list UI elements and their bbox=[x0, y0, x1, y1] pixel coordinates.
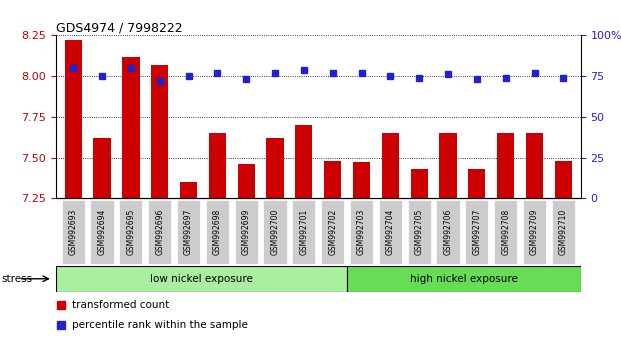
Text: stress: stress bbox=[1, 274, 32, 284]
Bar bbox=[295, 125, 312, 198]
Text: GSM992698: GSM992698 bbox=[213, 209, 222, 255]
Text: transformed count: transformed count bbox=[71, 300, 169, 310]
Text: GSM992697: GSM992697 bbox=[184, 209, 193, 255]
FancyBboxPatch shape bbox=[523, 200, 546, 264]
Text: GSM992703: GSM992703 bbox=[357, 209, 366, 255]
Bar bbox=[347, 266, 581, 292]
Text: low nickel exposure: low nickel exposure bbox=[150, 274, 253, 284]
Bar bbox=[180, 182, 197, 198]
FancyBboxPatch shape bbox=[177, 200, 200, 264]
Bar bbox=[324, 161, 342, 198]
Bar bbox=[468, 169, 486, 198]
Text: high nickel exposure: high nickel exposure bbox=[410, 274, 518, 284]
Text: GSM992706: GSM992706 bbox=[443, 209, 453, 255]
FancyBboxPatch shape bbox=[465, 200, 488, 264]
Text: GSM992709: GSM992709 bbox=[530, 209, 539, 255]
Bar bbox=[410, 169, 428, 198]
Bar bbox=[237, 164, 255, 198]
Bar bbox=[353, 162, 370, 198]
Bar bbox=[266, 138, 284, 198]
FancyBboxPatch shape bbox=[407, 200, 431, 264]
Bar bbox=[56, 266, 347, 292]
Text: GSM992699: GSM992699 bbox=[242, 209, 251, 255]
Text: GSM992705: GSM992705 bbox=[415, 209, 424, 255]
Bar bbox=[93, 138, 111, 198]
Text: GSM992707: GSM992707 bbox=[473, 209, 481, 255]
Bar bbox=[65, 40, 82, 198]
Text: GSM992700: GSM992700 bbox=[271, 209, 279, 255]
Text: GSM992710: GSM992710 bbox=[559, 209, 568, 255]
Bar bbox=[555, 161, 572, 198]
FancyBboxPatch shape bbox=[263, 200, 286, 264]
FancyBboxPatch shape bbox=[321, 200, 344, 264]
FancyBboxPatch shape bbox=[379, 200, 402, 264]
Text: GSM992702: GSM992702 bbox=[328, 209, 337, 255]
Bar bbox=[151, 65, 168, 198]
FancyBboxPatch shape bbox=[437, 200, 460, 264]
Bar bbox=[122, 57, 140, 198]
FancyBboxPatch shape bbox=[119, 200, 142, 264]
Text: percentile rank within the sample: percentile rank within the sample bbox=[71, 320, 248, 330]
Text: GSM992708: GSM992708 bbox=[501, 209, 510, 255]
FancyBboxPatch shape bbox=[350, 200, 373, 264]
Bar bbox=[209, 133, 226, 198]
Text: GDS4974 / 7998222: GDS4974 / 7998222 bbox=[56, 21, 183, 34]
Bar bbox=[497, 133, 514, 198]
FancyBboxPatch shape bbox=[148, 200, 171, 264]
FancyBboxPatch shape bbox=[61, 200, 84, 264]
Text: GSM992701: GSM992701 bbox=[299, 209, 309, 255]
Text: GSM992704: GSM992704 bbox=[386, 209, 395, 255]
Text: GSM992693: GSM992693 bbox=[69, 209, 78, 255]
Text: GSM992695: GSM992695 bbox=[126, 209, 135, 255]
FancyBboxPatch shape bbox=[206, 200, 229, 264]
FancyBboxPatch shape bbox=[292, 200, 315, 264]
FancyBboxPatch shape bbox=[494, 200, 517, 264]
Text: GSM992696: GSM992696 bbox=[155, 209, 164, 255]
FancyBboxPatch shape bbox=[235, 200, 258, 264]
Bar bbox=[439, 133, 456, 198]
FancyBboxPatch shape bbox=[91, 200, 114, 264]
Text: GSM992694: GSM992694 bbox=[97, 209, 107, 255]
Bar bbox=[382, 133, 399, 198]
FancyBboxPatch shape bbox=[552, 200, 575, 264]
Bar bbox=[526, 133, 543, 198]
